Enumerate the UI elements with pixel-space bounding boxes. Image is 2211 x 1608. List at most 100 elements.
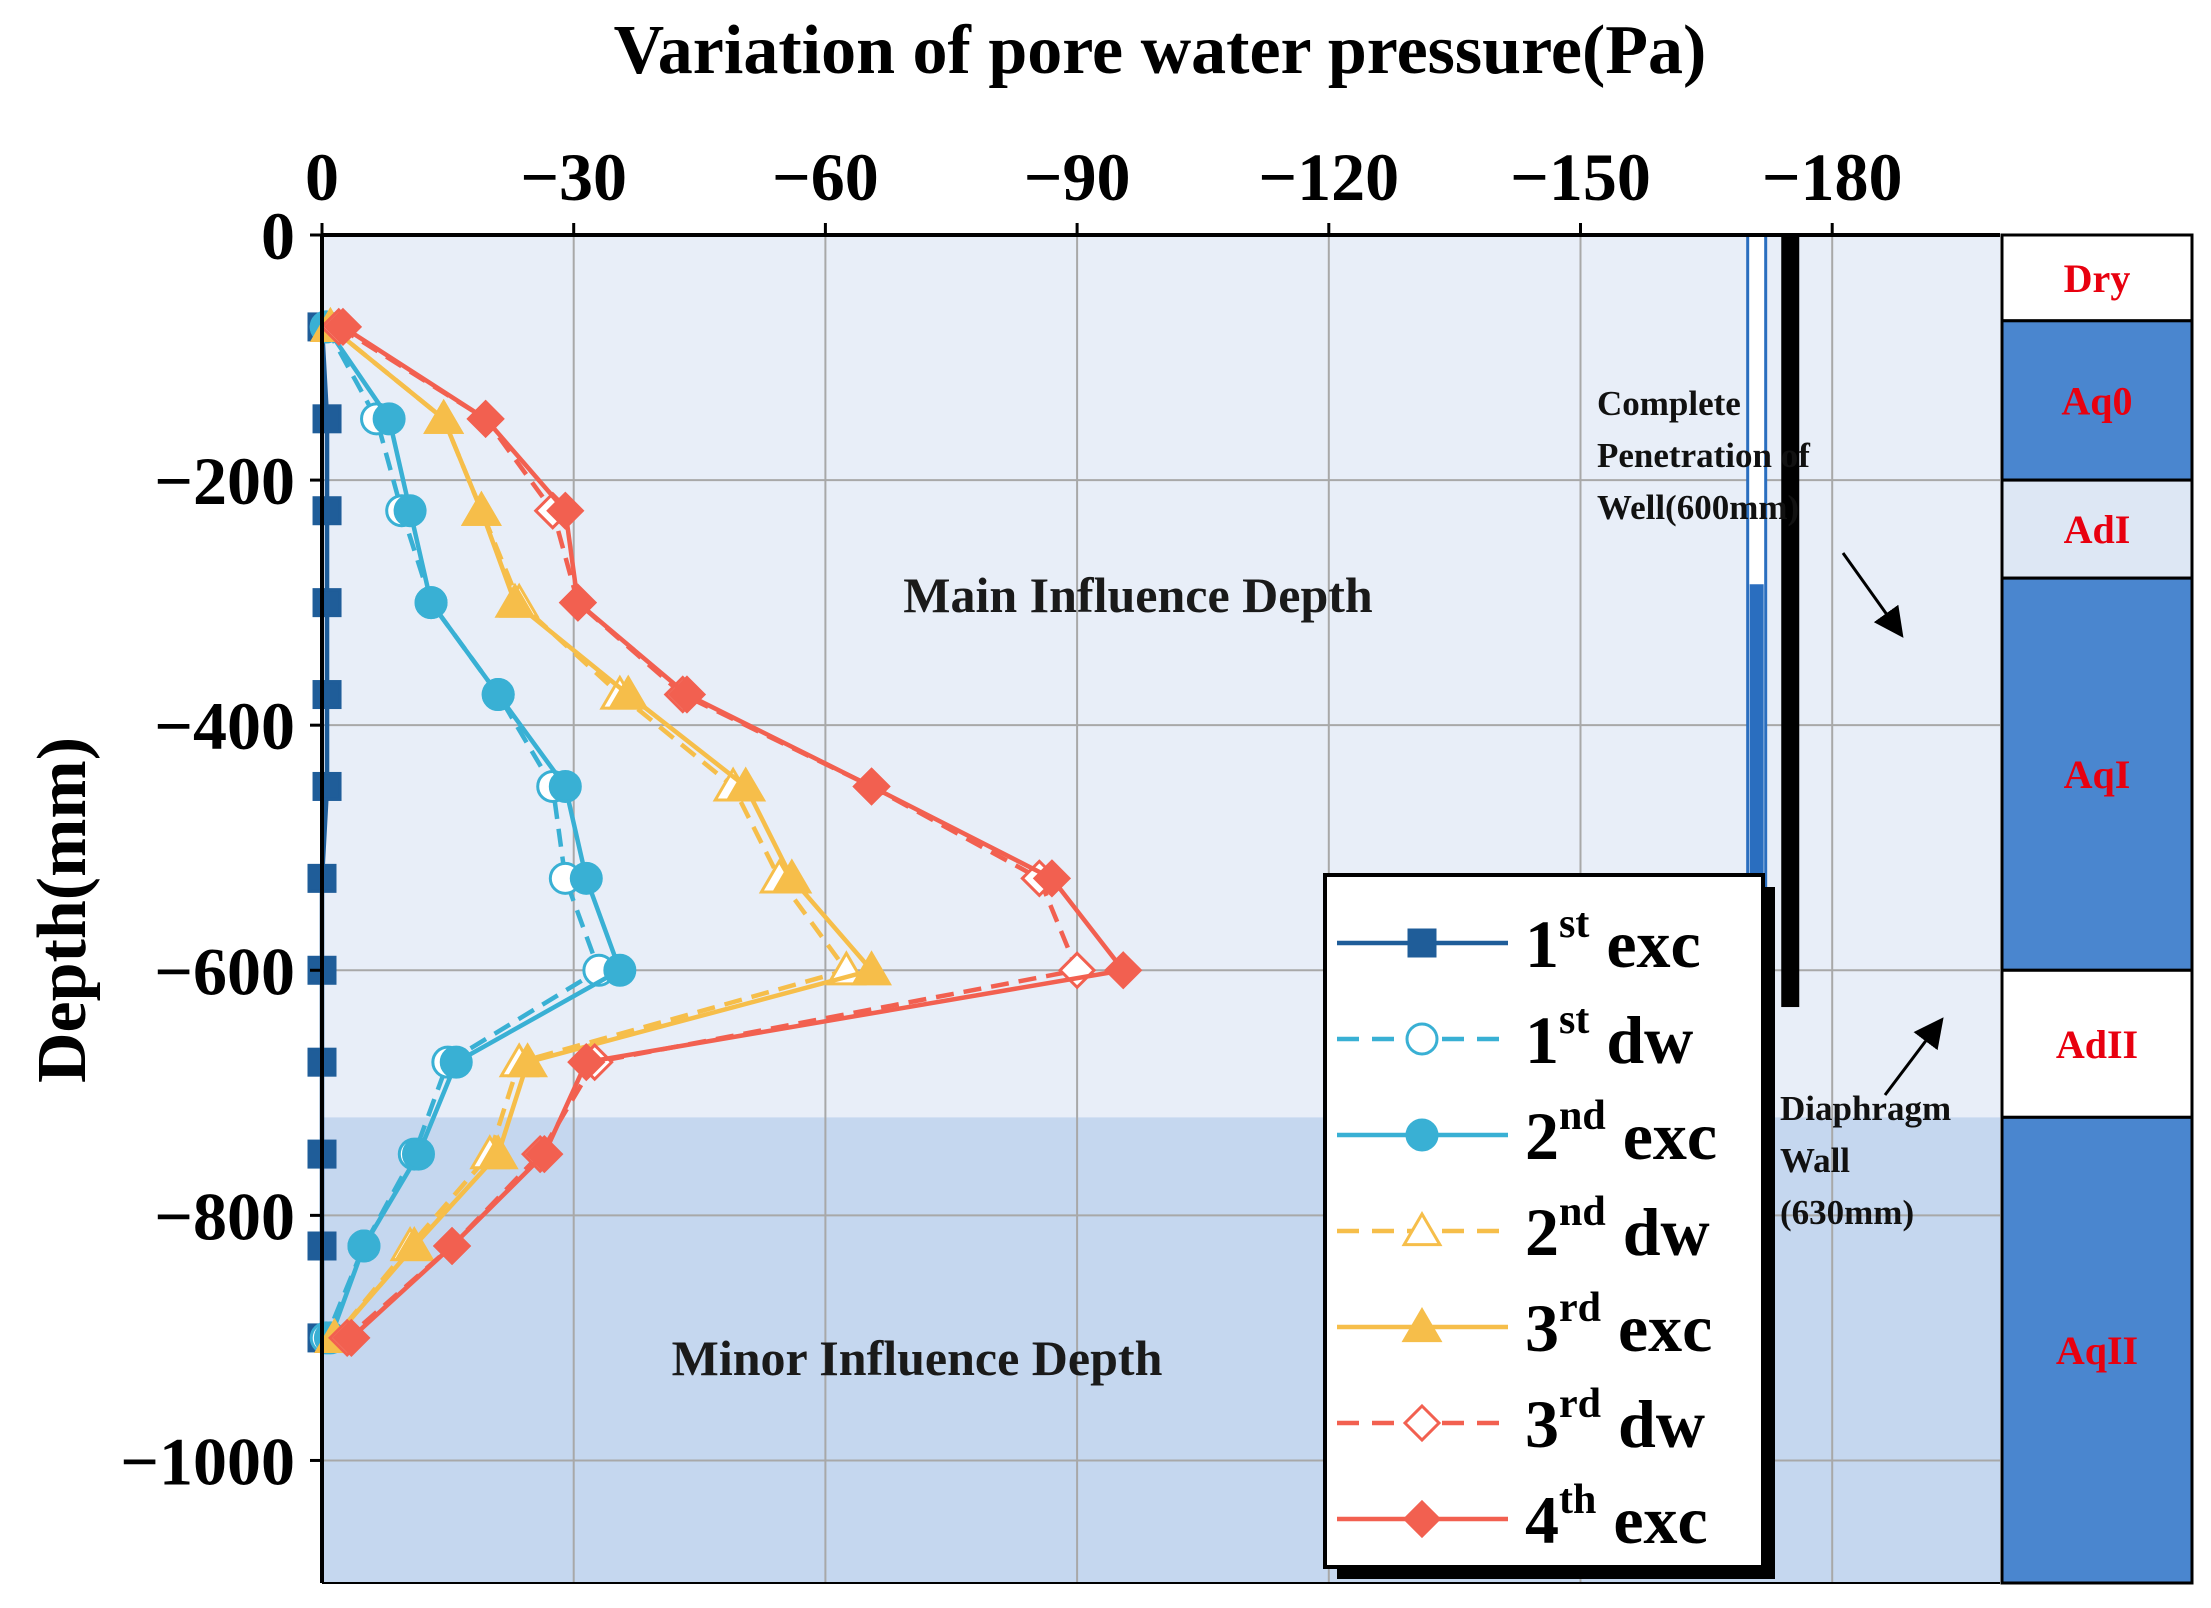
stratum-adi [2000, 478, 2194, 580]
legend-box [1323, 873, 1765, 1569]
stratum-aqii [2000, 1115, 2194, 1585]
data-point-square [312, 404, 342, 434]
y-axis-title: Depth(mm) [24, 737, 101, 1083]
x-tick-label: −30 [520, 139, 627, 215]
y-tick-label: −400 [154, 688, 295, 764]
data-point-diamond [667, 675, 707, 714]
x-tick-label: −90 [1024, 139, 1131, 215]
x-tick-label: −60 [772, 139, 879, 215]
data-point-diamond [466, 399, 505, 438]
data-point-diamond [558, 583, 598, 622]
legend-label: 2nd exc [1525, 1093, 1717, 1174]
stratum-aq0 [2000, 319, 2194, 482]
wall-label-line: (630mm) [1780, 1193, 1914, 1232]
series-line [328, 325, 876, 1340]
x-tick-label: 0 [305, 139, 339, 215]
legend: 1st exc 1st dw 2nd exc 2nd dw 3rd exc 3rd dw 4… [1323, 873, 1775, 1579]
stratum-label: AdI [2064, 507, 2131, 552]
data-point-circle [548, 769, 582, 803]
stratum-aqi [2000, 576, 2194, 972]
well-label-line: Well(600mm) [1597, 488, 1799, 527]
plot-frame [320, 233, 2000, 1584]
data-point-diamond [525, 1134, 564, 1174]
data-point-diamond [852, 767, 891, 806]
stratum-label: Dry [2064, 256, 2131, 301]
data-point-triangle [507, 1042, 549, 1078]
data-point-diamond [567, 1043, 606, 1082]
data-point-square [312, 680, 342, 710]
data-point-triangle [1401, 1211, 1443, 1247]
data-point-diamond [1402, 1499, 1442, 1539]
data-point-circle [414, 586, 448, 620]
data-point-square [1407, 928, 1437, 958]
well-label-line: Complete [1597, 384, 1741, 423]
stratum-label: Aq0 [2061, 378, 2132, 423]
legend-label: 1st dw [1525, 997, 1693, 1078]
data-point-circle [569, 861, 603, 895]
x-tick-label: −180 [1762, 139, 1903, 215]
wall-arrow [1883, 1017, 1944, 1096]
stratum-label: AqI [2064, 752, 2131, 797]
y-tick-label: −600 [154, 933, 295, 1009]
annotations: Variation of pore water pressure(Pa) Dept… [24, 12, 1951, 1386]
data-point-triangle [460, 490, 502, 526]
data-point-circle [603, 953, 637, 987]
minor-zone-label: Minor Influence Depth [672, 1330, 1163, 1386]
main-zone-label: Main Influence Depth [903, 567, 1373, 623]
data-point-diamond [546, 491, 585, 530]
x-tick-label: −120 [1258, 139, 1399, 215]
tick-labels: 0 −30 −60 −90 −120 −150 −180 0 −200 −400 −600 −800 −… [120, 139, 1902, 1499]
data-point-square [312, 771, 342, 801]
stratum-dry [2000, 233, 2194, 323]
data-point-circle [372, 402, 406, 436]
data-point-diamond [432, 1226, 472, 1266]
legend-label: 3rd exc [1525, 1285, 1712, 1366]
series-line [341, 325, 1128, 1340]
legend-label: 3rd dw [1525, 1381, 1705, 1462]
legend-label: 2nd dw [1525, 1189, 1710, 1270]
x-axis-title: Variation of pore water pressure(Pa) [614, 12, 1707, 89]
data-point-triangle [771, 858, 813, 894]
data-point-diamond [323, 307, 363, 347]
stratum-label: AqII [2056, 1328, 2138, 1373]
well-label-line: Penetration of [1597, 436, 1810, 475]
data-point-diamond [1104, 951, 1143, 990]
data-point-circle [1405, 1022, 1439, 1056]
strata-column: Dry Aq0 AdI AqI AdII AqII [2000, 233, 2194, 1585]
y-tick-label: −1000 [120, 1423, 295, 1499]
data-point-circle [481, 678, 515, 712]
data-point-circle [347, 1229, 381, 1263]
data-point-square [312, 588, 342, 618]
stratum-label: AdII [2056, 1022, 2138, 1067]
data-point-triangle [393, 1226, 435, 1262]
data-point-circle [439, 1045, 473, 1079]
y-tick-label: −800 [154, 1178, 295, 1254]
wall-label-line: Wall [1780, 1141, 1850, 1180]
x-tick-label: −150 [1510, 139, 1651, 215]
data-point-diamond [1402, 1403, 1442, 1443]
series-4th-exc [323, 307, 1143, 1358]
data-point-triangle [477, 1134, 519, 1170]
wall-label-line: Diaphragm [1780, 1089, 1951, 1128]
data-point-diamond [1032, 859, 1072, 898]
data-point-square [312, 496, 342, 526]
well-arrow [1841, 552, 1904, 638]
y-tick-label: −200 [154, 443, 295, 519]
data-point-diamond [332, 1318, 371, 1358]
data-point-circle [1405, 1118, 1439, 1152]
y-tick-label: 0 [261, 198, 295, 274]
diaphragm-wall [1781, 235, 1800, 1008]
data-point-triangle [725, 766, 767, 802]
legend-label: 1st exc [1525, 901, 1701, 982]
data-point-triangle [1401, 1307, 1443, 1343]
legend-label: 4th exc [1525, 1477, 1708, 1558]
data-series [307, 306, 1143, 1358]
data-point-circle [401, 1137, 435, 1171]
data-point-triangle [607, 674, 649, 710]
data-point-triangle [851, 950, 893, 986]
series-line [337, 325, 1081, 1340]
data-point-triangle [494, 582, 536, 618]
data-point-triangle [423, 398, 465, 434]
data-point-circle [393, 494, 427, 528]
